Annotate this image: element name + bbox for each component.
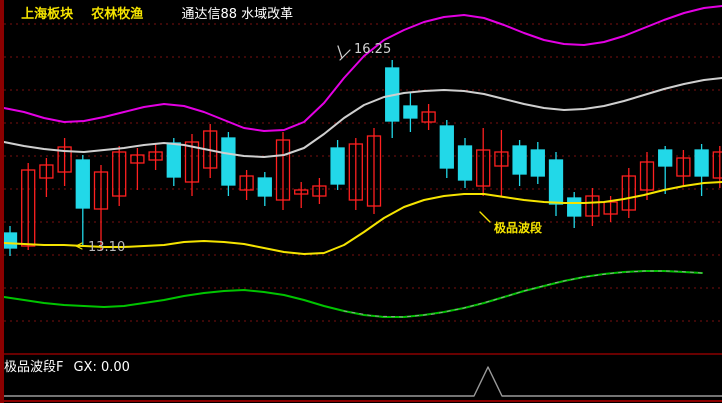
yellow-support-line	[3, 181, 722, 255]
candle-body	[112, 151, 127, 197]
white-ma-line	[3, 77, 722, 158]
candle-body	[239, 175, 254, 191]
candle-body	[403, 105, 418, 119]
candle-body	[221, 137, 236, 186]
candle-body	[312, 185, 327, 197]
candle-body	[457, 145, 473, 181]
candle-body	[348, 143, 363, 201]
indicator-name-label: 极品波段F	[4, 360, 64, 375]
candlestick-series[interactable]	[2, 60, 722, 256]
candle-body	[2, 232, 18, 249]
candle-body	[621, 175, 636, 211]
low-price-label: 13.10	[88, 240, 126, 255]
gx-value-label: GX: 0.00	[73, 360, 130, 375]
candle-body	[257, 177, 272, 197]
candle-body	[439, 125, 454, 169]
note-label-arrow	[479, 211, 491, 223]
high-price-label: 16.25	[354, 42, 392, 57]
candle-body	[21, 169, 36, 247]
candle-body	[130, 154, 145, 164]
candle-body	[366, 135, 382, 207]
indicator-status-bar: 极品波段F GX: 0.00	[2, 356, 722, 380]
candle-body	[512, 145, 527, 175]
candle-body	[585, 195, 600, 217]
candle-body	[93, 171, 109, 210]
signal-note-label: 极品波段	[494, 221, 543, 235]
magenta-band-line	[3, 5, 722, 132]
candle-body	[275, 139, 291, 201]
candle-body	[639, 161, 655, 191]
high-label-tick	[337, 45, 343, 59]
gray-dotted-overlay	[343, 270, 703, 318]
low-label-arrowhead-b	[75, 245, 83, 250]
candle-body	[712, 151, 722, 179]
candle-body	[294, 189, 309, 195]
low-label-arrowhead-a	[75, 242, 83, 247]
candle-body	[676, 157, 691, 177]
candle-body	[148, 151, 163, 161]
candle-body	[476, 149, 491, 187]
candle-body	[184, 141, 200, 183]
market-tag[interactable]: 上海板块	[21, 7, 74, 22]
candle-body	[330, 147, 345, 185]
gx-signal-line	[3, 366, 722, 397]
candle-body	[57, 146, 72, 173]
candle-body	[39, 164, 54, 179]
candle-body	[530, 149, 545, 177]
chart-header: 上海板块 农林牧渔 通达信88 水域改革	[2, 3, 722, 25]
indicator-status-text: 极品波段F GX: 0.00	[2, 356, 722, 380]
sector-tag[interactable]: 农林牧渔	[91, 7, 144, 22]
candle-body	[658, 149, 673, 167]
candle-body	[421, 111, 436, 123]
page-title: 通达信88 水域改革	[181, 7, 294, 22]
candle-body	[694, 149, 709, 177]
candle-body	[75, 159, 90, 209]
candle-body	[166, 142, 181, 178]
candle-body	[567, 197, 582, 217]
candle-body	[548, 159, 564, 205]
candle-body	[494, 151, 509, 167]
annotation-marks	[75, 45, 491, 250]
